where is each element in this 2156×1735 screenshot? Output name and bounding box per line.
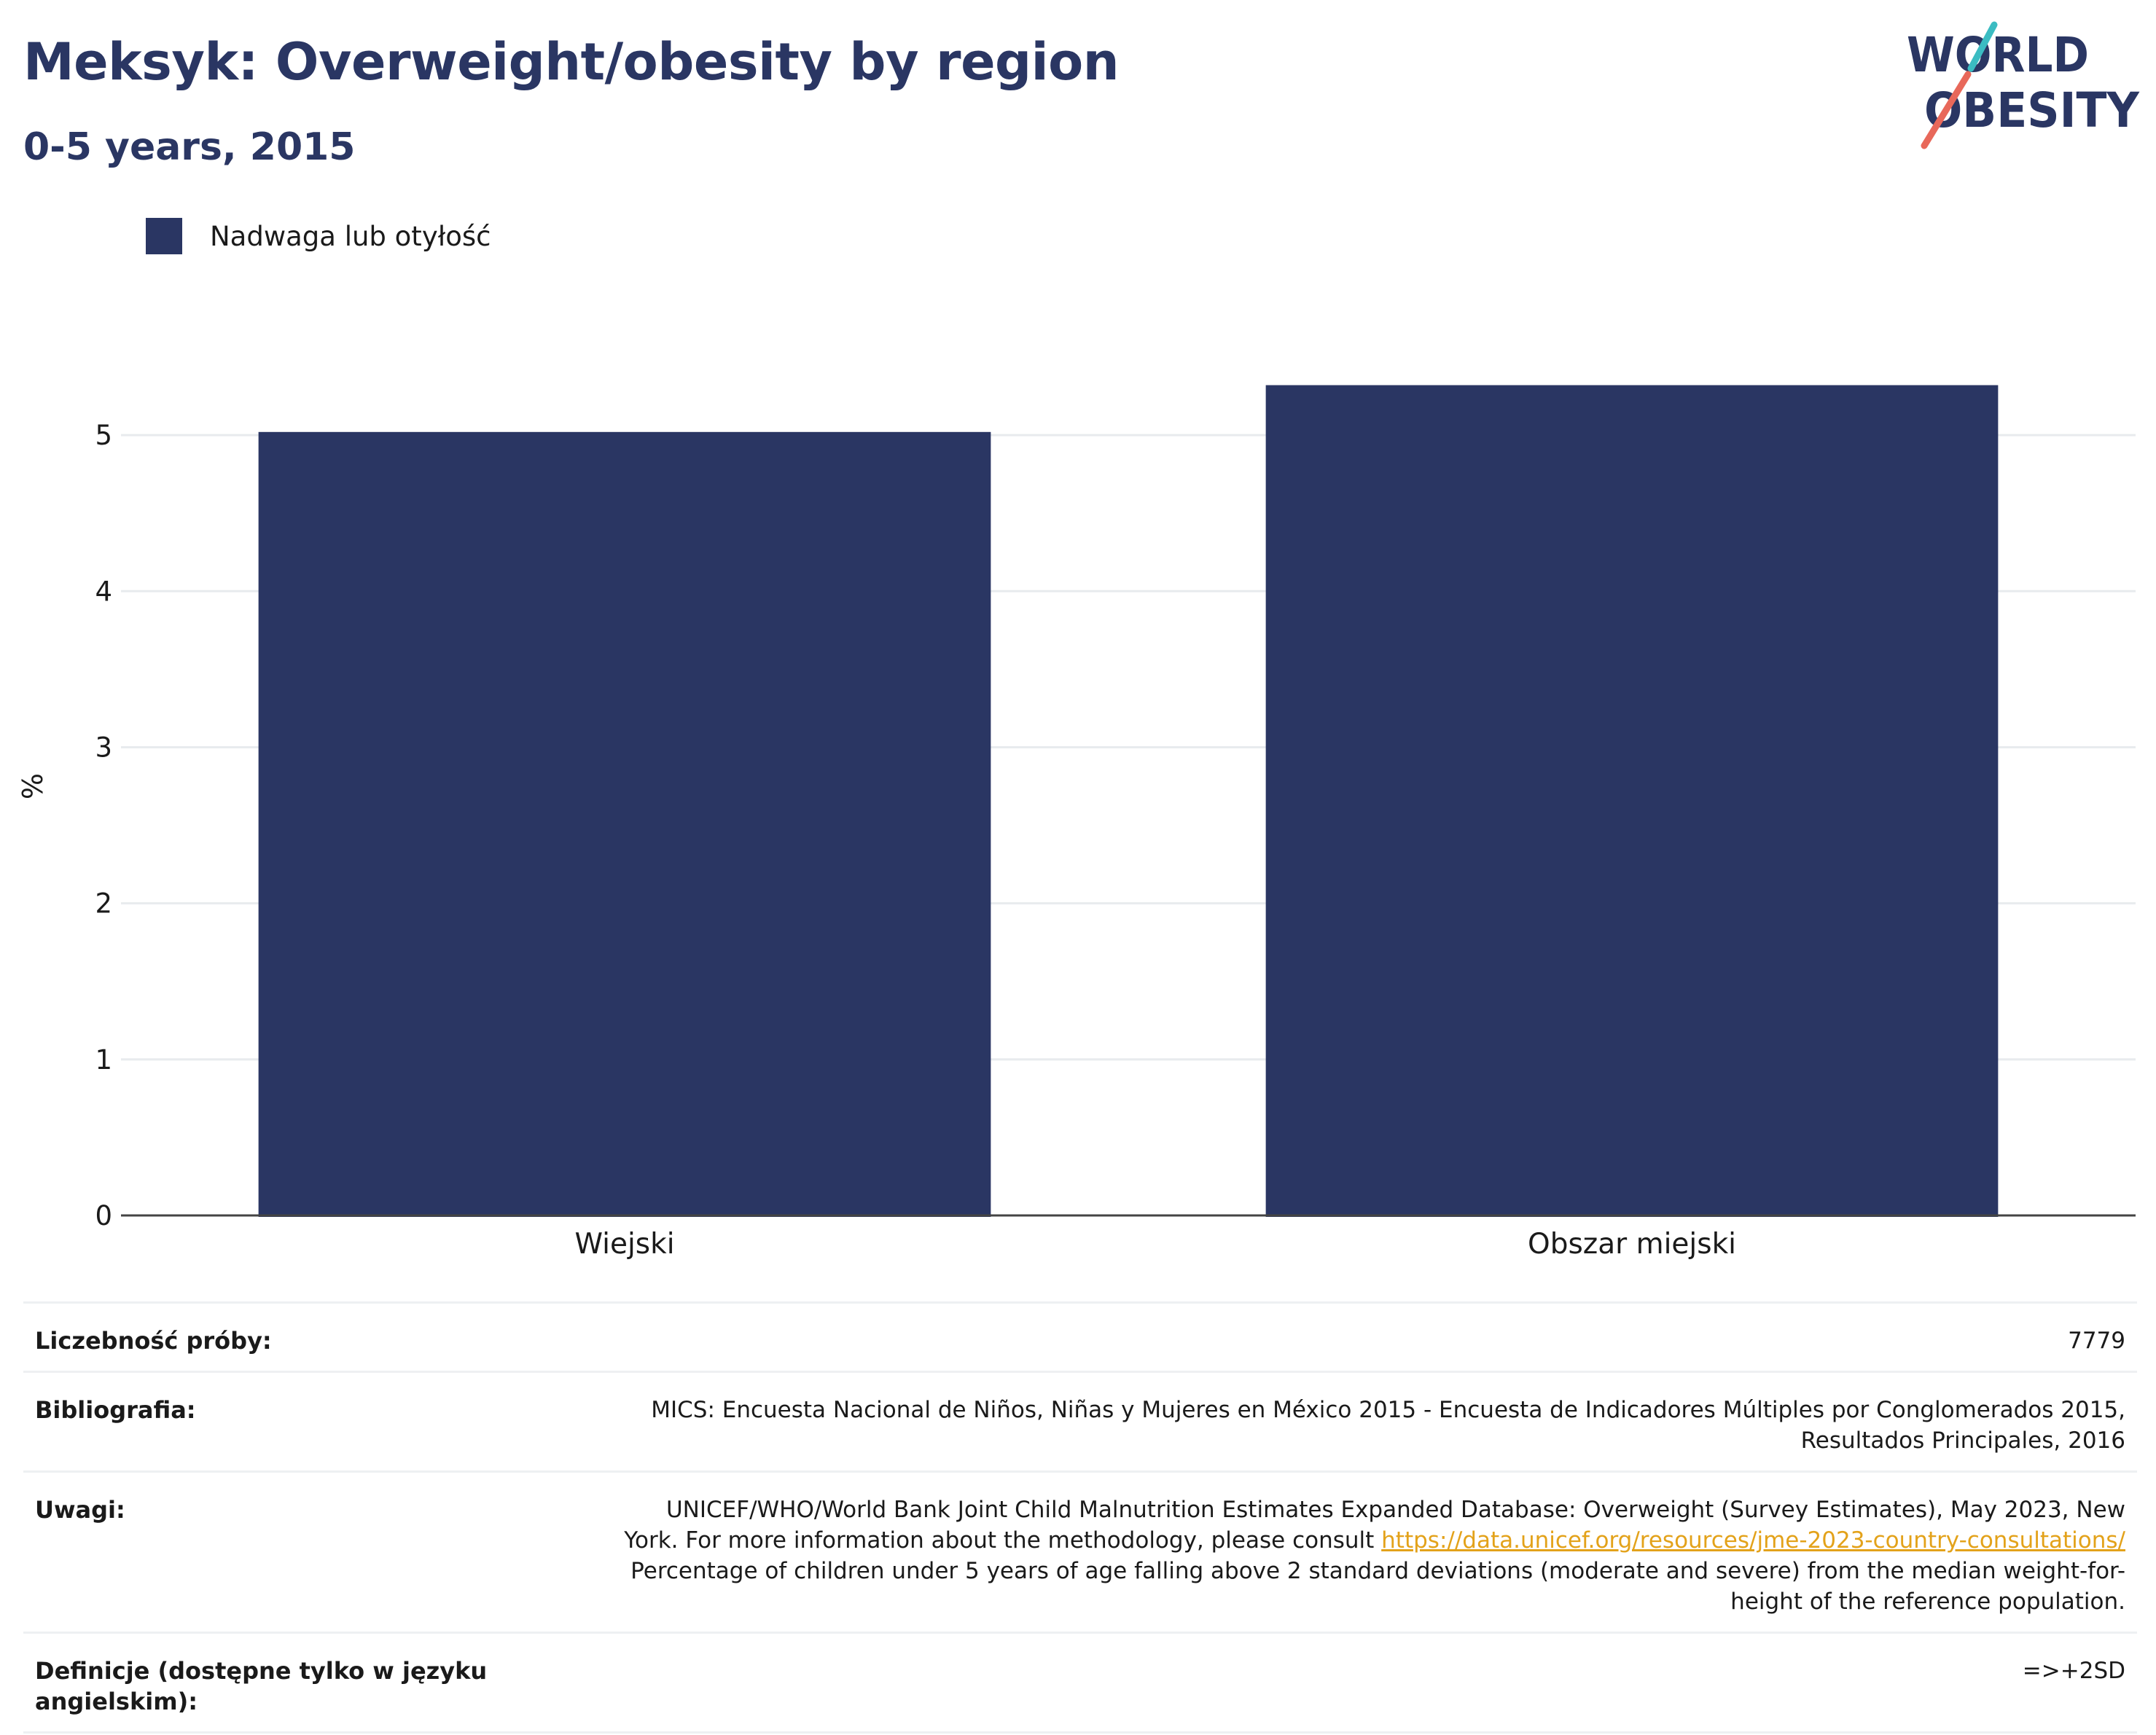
chart-title: Meksyk: Overweight/obesity by region	[23, 32, 1120, 92]
world-obesity-logo: WORLD OBESITY	[1907, 21, 2140, 149]
notes-label: Uwagi:	[35, 1496, 125, 1524]
notes-text: UNICEF/WHO/World Bank Joint Child Malnut…	[624, 1497, 2125, 1554]
logo-slash-coral	[1921, 71, 1972, 149]
logo-text-world: WORLD	[1907, 27, 2089, 83]
y-tick-label: 2	[95, 888, 112, 920]
y-tick-label: 4	[95, 576, 112, 607]
chart-subtitle: 0-5 years, 2015	[23, 125, 356, 169]
bibliography-label: Bibliografia:	[35, 1396, 196, 1424]
bar	[258, 431, 991, 1217]
legend-label: Nadwaga lub otyłość	[210, 220, 491, 252]
bar	[1265, 385, 1999, 1217]
y-tick-label: 0	[95, 1200, 112, 1231]
notes-value: UNICEF/WHO/World Bank Joint Child Malnut…	[624, 1495, 2125, 1617]
info-row-bibliography: Bibliografia: MICS: Encuesta Nacional de…	[23, 1371, 2137, 1470]
y-tick-label: 1	[95, 1044, 112, 1076]
info-row-definitions: Definicje (dostępne tylko w języku angie…	[23, 1632, 2137, 1734]
sample-size-label: Liczebność próby:	[35, 1327, 272, 1355]
x-tick-labels: Wiejski Obszar miejski	[574, 1228, 1736, 1261]
x-tick-label: Wiejski	[574, 1228, 674, 1261]
bibliography-value: MICS: Encuesta Nacional de Niños, Niñas …	[651, 1397, 2125, 1454]
bar-chart: 0 1 2 3 4 5 Wiejski Obszar miejski %	[17, 385, 2136, 1261]
legend[interactable]: Nadwaga lub otyłość	[146, 216, 491, 256]
info-row-notes: Uwagi: UNICEF/WHO/World Bank Joint Child…	[23, 1470, 2137, 1632]
logo-slash-teal	[1967, 21, 1998, 72]
sample-size-value: 7779	[2068, 1328, 2125, 1354]
bars	[258, 385, 1999, 1217]
y-tick-label: 5	[95, 420, 112, 451]
y-tick-label: 3	[95, 732, 112, 763]
info-row-sample: Liczebność próby: 7779	[23, 1301, 2137, 1371]
info-table: Liczebność próby: 7779 Bibliografia: MIC…	[23, 1301, 2137, 1734]
notes-text-continued: Percentage of children under 5 years of …	[630, 1558, 2125, 1615]
y-axis-label: %	[17, 773, 49, 799]
y-tick-labels: 0 1 2 3 4 5	[95, 420, 112, 1231]
definitions-value: =>+2SD	[2022, 1658, 2125, 1684]
x-tick-label: Obszar miejski	[1528, 1228, 1736, 1261]
methodology-link[interactable]: https://data.unicef.org/resources/jme-20…	[1381, 1527, 2125, 1554]
definitions-label: Definicje (dostępne tylko w języku angie…	[35, 1657, 488, 1715]
legend-swatch	[146, 218, 182, 254]
